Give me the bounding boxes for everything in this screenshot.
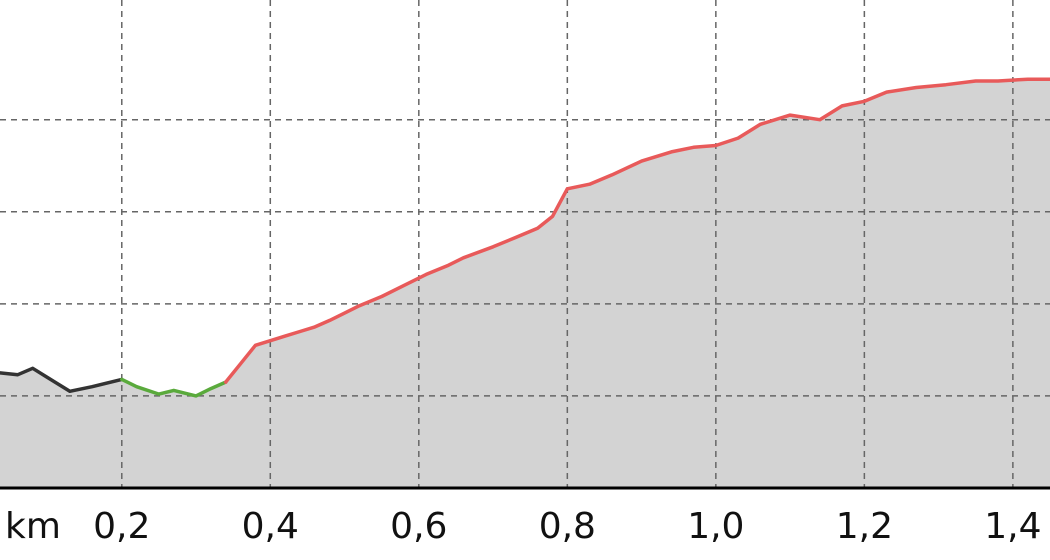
x-tick-label: 0,6 — [390, 506, 447, 547]
x-tick-labels: km 0,2 0,4 0,6 0,8 1,0 1,2 1,4 — [5, 506, 1042, 547]
profile-area-layer — [0, 79, 1050, 488]
x-tick-label: 1,0 — [687, 506, 744, 547]
x-tick-label: 0,4 — [242, 506, 299, 547]
profile-line-segment — [0, 366, 124, 394]
profile-line-layer — [0, 77, 1050, 398]
x-tick-label: 1,4 — [984, 506, 1041, 547]
x-tick-label: 1,2 — [836, 506, 893, 547]
x-unit-label: km — [5, 506, 61, 547]
x-tick-label: 0,8 — [539, 506, 596, 547]
x-tick-label: 0,2 — [93, 506, 150, 547]
profile-fill-area — [0, 79, 1050, 488]
profile-line-segment — [223, 77, 1050, 384]
profile-line-segment — [120, 377, 228, 398]
